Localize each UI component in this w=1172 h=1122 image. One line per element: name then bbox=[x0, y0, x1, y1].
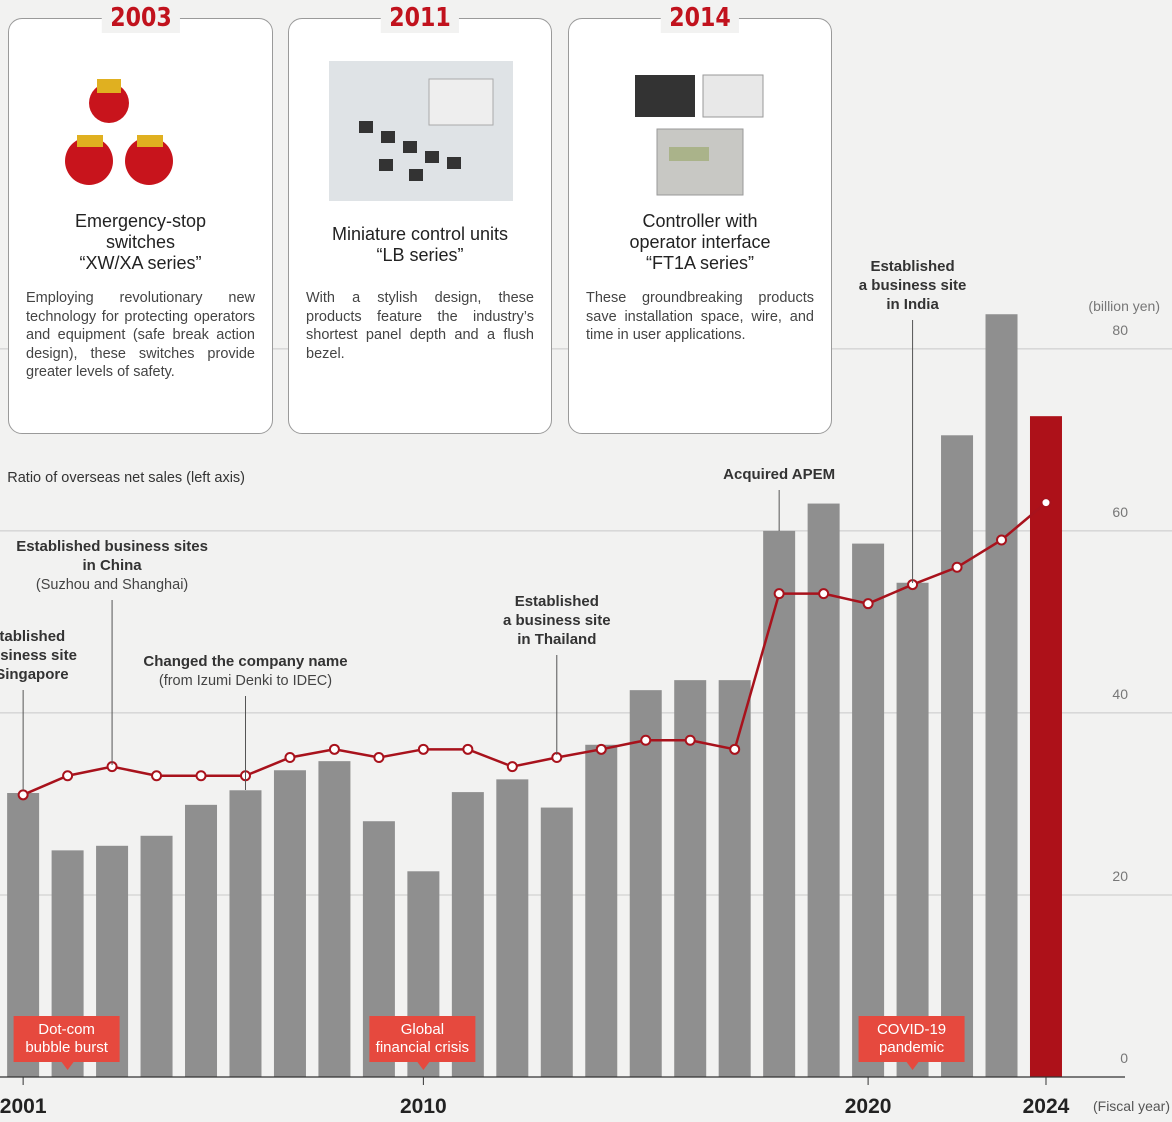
line-point bbox=[730, 745, 739, 754]
annotation-title: in Thailand bbox=[517, 631, 596, 648]
text-line: switches bbox=[19, 232, 262, 253]
bar bbox=[986, 314, 1018, 1077]
line-point bbox=[597, 745, 606, 754]
page: 0 20 40 60 80 (billion yen) Ratio of overseas … bbox=[0, 0, 1172, 1122]
line-point bbox=[508, 762, 517, 771]
bar bbox=[541, 808, 573, 1077]
line-point bbox=[285, 753, 294, 762]
bar bbox=[318, 761, 350, 1077]
annotation-title: in China bbox=[82, 557, 142, 574]
card-body: These groundbreaking products save insta… bbox=[586, 289, 814, 345]
annotation-title: a business site bbox=[503, 612, 611, 629]
x-unit: (Fiscal year) bbox=[1093, 1098, 1170, 1114]
x-tick-label: 2010 bbox=[400, 1095, 447, 1118]
line-point bbox=[374, 753, 383, 762]
line-point bbox=[330, 745, 339, 754]
y-tick-label: 80 bbox=[1112, 322, 1128, 338]
event-label: Global bbox=[401, 1021, 444, 1038]
bar bbox=[185, 805, 217, 1077]
bar bbox=[630, 690, 662, 1077]
bar bbox=[941, 435, 973, 1077]
card-year: 2011 bbox=[381, 3, 460, 33]
bar bbox=[496, 779, 528, 1077]
text-line: “LB series” bbox=[299, 245, 541, 266]
product-image bbox=[329, 61, 513, 201]
line-point bbox=[686, 736, 695, 745]
text-line: operator interface bbox=[579, 232, 821, 253]
annotation-title: in India bbox=[886, 296, 939, 313]
y-unit: (billion yen) bbox=[1088, 298, 1160, 314]
text-line: “FT1A series” bbox=[579, 253, 821, 274]
line-point bbox=[775, 589, 784, 598]
line-point bbox=[19, 790, 28, 799]
annotation-title: Established business sites bbox=[16, 538, 208, 555]
card-title: Miniature control units“LB series” bbox=[299, 224, 541, 266]
product-image bbox=[609, 61, 793, 201]
line-point bbox=[997, 535, 1006, 544]
legend-label: Ratio of overseas net sales (left axis) bbox=[7, 470, 245, 486]
bar bbox=[719, 680, 751, 1077]
y-tick-label: 0 bbox=[1120, 1050, 1128, 1066]
line-point bbox=[63, 771, 72, 780]
bar bbox=[852, 544, 884, 1077]
text-line: Miniature control units bbox=[299, 224, 541, 245]
line-point bbox=[1041, 498, 1050, 507]
card-title: Controller withoperator interface“FT1A s… bbox=[579, 211, 821, 274]
annotation-title: a business site bbox=[0, 647, 77, 664]
event-label: COVID-19 bbox=[877, 1021, 946, 1038]
bar bbox=[229, 790, 261, 1077]
x-tick-label: 2020 bbox=[845, 1095, 892, 1118]
line-point bbox=[953, 563, 962, 572]
y-tick-label: 40 bbox=[1112, 686, 1128, 702]
event-label: financial crisis bbox=[376, 1039, 469, 1056]
annotation-title: Changed the company name bbox=[143, 653, 347, 670]
line-point bbox=[864, 599, 873, 608]
text-line: Emergency-stop bbox=[19, 211, 262, 232]
annotation-title: Acquired APEM bbox=[723, 466, 835, 483]
card-body: Employing revolutionary new technology f… bbox=[26, 289, 255, 382]
annotation-title: a business site bbox=[859, 277, 967, 294]
line-point bbox=[463, 745, 472, 754]
line-point bbox=[419, 745, 428, 754]
event-label: pandemic bbox=[879, 1039, 945, 1056]
bar bbox=[585, 745, 617, 1077]
annotation-title: Established bbox=[0, 628, 65, 645]
y-tick-label: 60 bbox=[1112, 504, 1128, 520]
event-label: Dot-com bbox=[38, 1021, 95, 1038]
annotation-title: Established bbox=[870, 258, 954, 275]
annotation-title: Established bbox=[515, 593, 599, 610]
line-point bbox=[819, 589, 828, 598]
line-point bbox=[152, 771, 161, 780]
bar bbox=[1030, 416, 1062, 1077]
annotation-note: (from Izumi Denki to IDEC) bbox=[159, 673, 332, 689]
text-line: Controller with bbox=[579, 211, 821, 232]
card-body: With a stylish design, these products fe… bbox=[306, 289, 534, 363]
annotation-note: (Suzhou and Shanghai) bbox=[36, 577, 188, 593]
event-label: bubble burst bbox=[25, 1039, 108, 1056]
bar bbox=[763, 531, 795, 1077]
line-point bbox=[641, 736, 650, 745]
card-year: 2003 bbox=[101, 3, 180, 33]
x-tick-label: 2001 bbox=[0, 1095, 47, 1118]
card-year: 2014 bbox=[661, 3, 740, 33]
card: 2011 Miniature control units“LB series” … bbox=[288, 18, 552, 434]
product-image bbox=[49, 61, 234, 201]
y-tick-label: 20 bbox=[1112, 868, 1128, 884]
line-point bbox=[197, 771, 206, 780]
text-line: “XW/XA series” bbox=[19, 253, 262, 274]
x-tick-label: 2024 bbox=[1023, 1095, 1070, 1118]
annotation-title: in Singapore bbox=[0, 666, 69, 683]
bar bbox=[897, 583, 929, 1077]
bar bbox=[274, 770, 306, 1077]
bar bbox=[141, 836, 173, 1077]
